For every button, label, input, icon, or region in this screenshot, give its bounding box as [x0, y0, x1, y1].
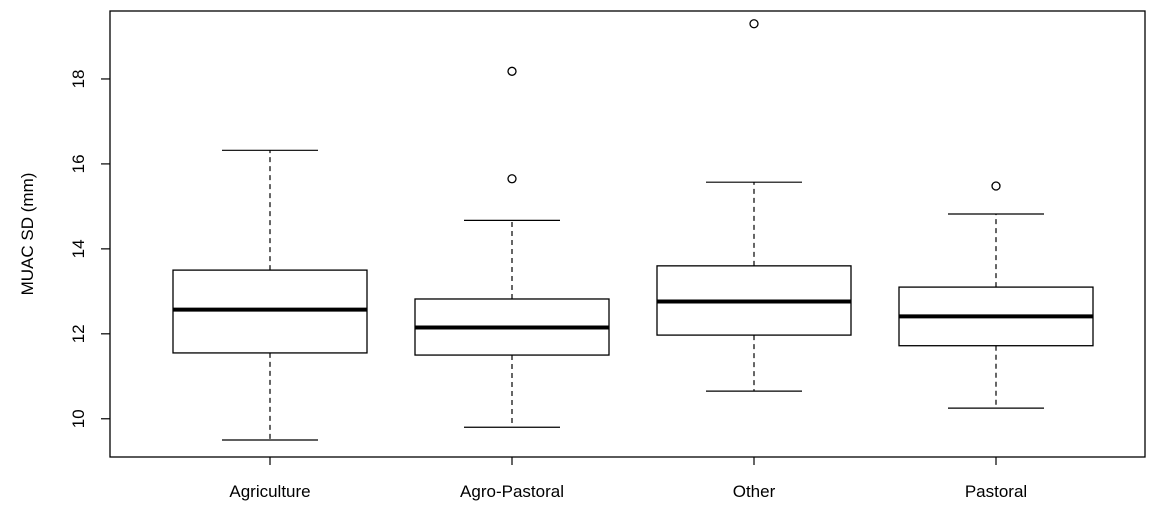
box-other	[656, 19, 852, 392]
y-tick-label: 14	[69, 239, 88, 258]
x-tick-label: Pastoral	[965, 482, 1027, 501]
y-axis-title: MUAC SD (mm)	[18, 173, 37, 296]
y-tick-label: 16	[69, 154, 88, 173]
box-agro-pastoral	[414, 66, 610, 428]
x-tick-label: Agro-Pastoral	[460, 482, 564, 501]
plot-frame	[109, 10, 1146, 458]
y-tick-label: 12	[69, 324, 88, 343]
outlier-point	[749, 19, 759, 29]
x-tick-label: Agriculture	[229, 482, 310, 501]
outlier-point	[507, 66, 517, 76]
outlier-point	[991, 181, 1001, 191]
box-series	[172, 19, 1094, 441]
x-axis: Agriculture Agro-Pastoral Other Pastoral	[229, 457, 1027, 501]
x-tick-label: Other	[733, 482, 776, 501]
y-axis: 10 12 14 16 18	[69, 70, 110, 428]
y-tick-label: 18	[69, 70, 88, 89]
outlier-point	[507, 174, 517, 184]
y-tick-label: 10	[69, 409, 88, 428]
box-agriculture	[172, 149, 368, 441]
box-pastoral	[898, 181, 1094, 409]
